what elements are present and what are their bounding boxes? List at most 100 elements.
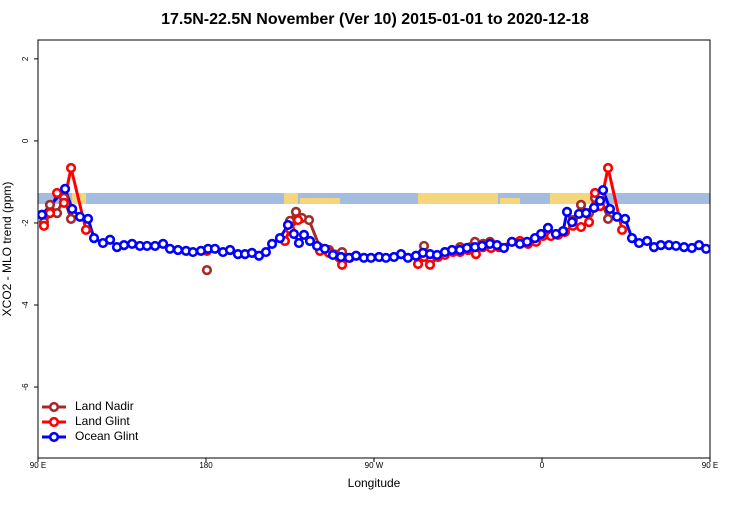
x-tick-label: 90 E [702, 461, 718, 470]
data-point [580, 208, 592, 219]
x-tick-label: 0 [540, 461, 545, 470]
data-point [602, 162, 614, 174]
data-point [583, 217, 595, 228]
data-point [641, 235, 653, 247]
data-point [38, 220, 50, 231]
data-point [51, 187, 63, 199]
data-point [446, 244, 458, 256]
data-point [311, 240, 323, 252]
data-point [412, 258, 424, 270]
data-point [604, 203, 616, 215]
data-point [266, 238, 278, 249]
data-point [58, 197, 70, 208]
data-point [402, 252, 414, 263]
x-tick-label: 90 W [365, 461, 384, 470]
data-point [498, 242, 510, 254]
y-tick-label: 2 [21, 56, 30, 61]
plot-area [38, 162, 710, 276]
data-point [521, 236, 533, 247]
data-point [327, 249, 339, 261]
data-point [589, 187, 601, 199]
data-point [670, 240, 682, 252]
data-point [655, 240, 667, 251]
data-point [282, 219, 294, 231]
data-point [633, 237, 645, 249]
data-point [594, 195, 606, 206]
map-strip [38, 193, 710, 204]
data-point [65, 162, 77, 174]
legend-label: Land Glint [75, 414, 130, 428]
data-point [141, 240, 153, 252]
y-tick-label: -4 [21, 301, 30, 309]
data-point [557, 226, 569, 237]
data-point [172, 244, 184, 256]
data-point [424, 259, 436, 270]
data-point [59, 183, 71, 195]
data-point [298, 229, 310, 240]
data-point [461, 242, 473, 254]
data-point [260, 246, 272, 258]
data-point [187, 246, 199, 258]
data-point [304, 235, 316, 247]
data-point [588, 202, 600, 213]
data-point [626, 233, 638, 244]
y-tick-label: -2 [21, 219, 30, 227]
legend-label: Land Nadir [75, 399, 134, 413]
data-point [67, 203, 78, 215]
data-point [678, 242, 690, 253]
y-axis-label: XCO2 - MLO trend (ppm) [0, 182, 14, 317]
chart-title: 17.5N-22.5N November (Ver 10) 2015-01-01… [161, 11, 589, 28]
data-point [126, 238, 138, 249]
data-point [365, 252, 377, 263]
data-point [65, 213, 77, 224]
data-point [118, 240, 130, 251]
data-point [164, 243, 176, 254]
data-point [575, 221, 587, 233]
data-point [561, 206, 573, 217]
x-axis-label: Longitude [348, 476, 401, 490]
data-point [335, 251, 347, 263]
data-point [542, 222, 554, 233]
data-point [274, 233, 286, 244]
data-point [602, 213, 614, 224]
data-point [74, 211, 86, 222]
data-point [44, 208, 56, 219]
data-point [201, 265, 213, 276]
data-point [80, 224, 92, 236]
data-point [506, 236, 518, 247]
data-point [104, 234, 116, 245]
legend-marker [48, 431, 60, 443]
data-point [149, 240, 161, 252]
data-point [157, 238, 169, 249]
x-tick-label: 180 [199, 461, 213, 470]
data-point [476, 240, 488, 252]
legend-marker [48, 401, 60, 413]
data-point [616, 224, 628, 236]
data-point [566, 217, 578, 228]
data-point [224, 244, 236, 256]
data-point [597, 185, 609, 196]
x-tick-label: 90 E [30, 461, 46, 470]
data-point [350, 250, 362, 261]
data-point [293, 237, 305, 249]
data-point [336, 259, 348, 270]
data-point [44, 199, 56, 211]
data-point [380, 252, 392, 263]
data-point [611, 211, 623, 222]
y-tick-label: -6 [21, 383, 30, 391]
data-point [38, 209, 48, 220]
data-point [288, 228, 300, 240]
data-point [209, 243, 221, 254]
data-point [292, 214, 304, 226]
data-point [619, 213, 631, 224]
data-point [303, 214, 315, 226]
data-point [431, 249, 443, 261]
data-point [700, 243, 710, 254]
data-point [535, 228, 547, 240]
data-point [88, 233, 100, 244]
data-point [575, 199, 587, 211]
data-point [319, 243, 331, 254]
data-point [82, 213, 94, 224]
